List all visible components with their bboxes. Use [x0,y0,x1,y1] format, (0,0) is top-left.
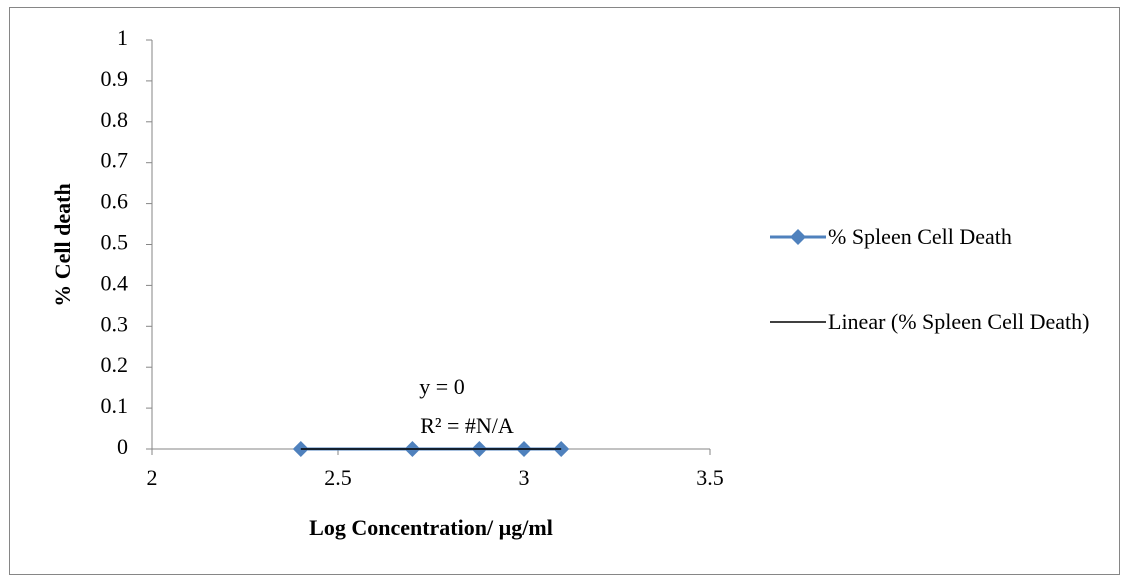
y-tick-label: 0.3 [101,311,129,336]
y-tick-label: 0.9 [101,66,129,91]
y-tick-label: 0.5 [101,230,129,255]
trendline-annotation: y = 0 [419,374,464,399]
x-tick-label: 3 [519,465,530,490]
legend-label: % Spleen Cell Death [828,224,1012,249]
y-axis-label: % Cell death [50,183,75,306]
x-tick-label: 2.5 [324,465,352,490]
y-tick-label: 0.1 [101,393,129,418]
legend-marker [790,229,806,245]
trendline-annotation: R² = #N/A [420,413,514,438]
y-tick-label: 0.7 [101,148,129,173]
y-tick-label: 0.2 [101,352,129,377]
x-tick-label: 3.5 [696,465,724,490]
legend-label: Linear (% Spleen Cell Death) [828,309,1090,334]
y-tick-label: 0.6 [101,189,129,214]
x-tick-label: 2 [147,465,158,490]
y-tick-label: 0.4 [101,270,129,295]
y-tick-label: 1 [117,25,128,50]
y-tick-label: 0.8 [101,107,129,132]
chart-border [9,7,1120,575]
x-axis-label: Log Concentration/ µg/ml [309,515,553,540]
y-tick-label: 0 [117,434,128,459]
